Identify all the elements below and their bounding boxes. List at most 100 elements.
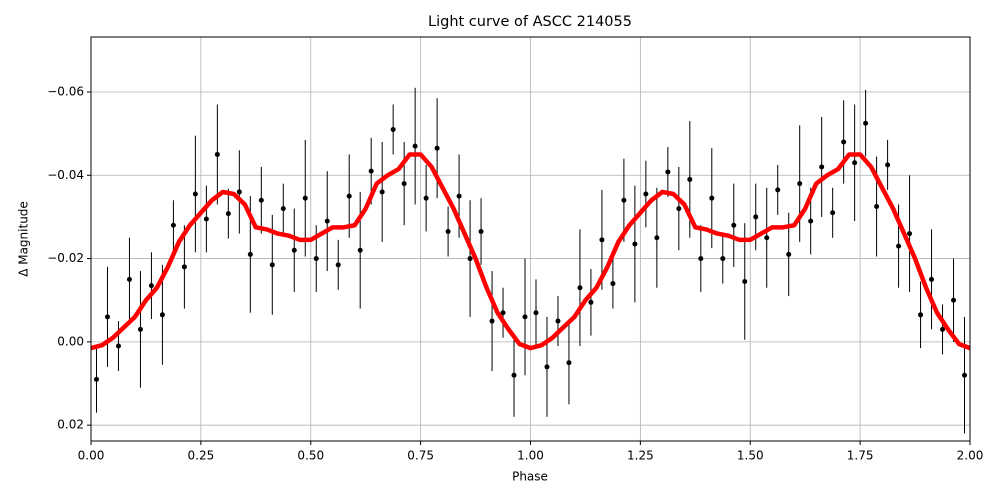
data-point — [885, 162, 891, 168]
data-point — [533, 310, 539, 316]
data-point — [632, 241, 638, 247]
data-point — [599, 237, 605, 243]
data-point — [830, 210, 836, 216]
data-point — [577, 285, 583, 291]
data-point — [412, 143, 418, 149]
data-point — [324, 218, 330, 224]
data-point — [258, 197, 264, 203]
data-point — [654, 235, 660, 241]
data-point — [676, 206, 682, 212]
data-point — [181, 264, 187, 270]
data-point — [93, 376, 99, 382]
data-point — [786, 251, 792, 257]
data-point — [148, 283, 154, 289]
data-point — [500, 310, 506, 316]
data-point — [467, 256, 473, 262]
data-point — [456, 193, 462, 199]
x-tick-label: 0.00 — [78, 449, 105, 463]
data-point — [929, 276, 935, 282]
data-point — [368, 168, 374, 174]
plot-area — [91, 87, 970, 434]
data-point — [731, 222, 737, 228]
data-point — [357, 247, 363, 253]
data-point — [269, 262, 275, 268]
data-point — [852, 160, 858, 166]
x-tick-label: 1.00 — [517, 449, 544, 463]
x-tick-label: 1.75 — [847, 449, 874, 463]
data-point — [280, 206, 286, 212]
data-point — [951, 297, 957, 303]
x-tick-label: 1.50 — [737, 449, 764, 463]
data-point — [643, 191, 649, 197]
data-point — [104, 314, 110, 320]
data-point — [170, 222, 176, 228]
data-point — [610, 281, 616, 287]
data-point — [291, 247, 297, 253]
data-point — [544, 364, 550, 370]
data-point — [489, 318, 495, 324]
data-point — [896, 243, 902, 249]
data-point — [126, 276, 132, 282]
data-point — [445, 229, 451, 235]
data-point — [203, 216, 209, 222]
x-tick-label: 0.25 — [188, 449, 215, 463]
x-tick-label: 2.00 — [957, 449, 984, 463]
data-point — [115, 343, 121, 349]
data-point — [346, 193, 352, 199]
data-point — [214, 151, 220, 157]
data-point — [192, 191, 198, 197]
y-tick-label: −0.02 — [47, 251, 84, 265]
y-tick-label: −0.06 — [47, 84, 84, 98]
data-point — [313, 256, 319, 262]
data-point — [665, 169, 671, 175]
data-point — [742, 278, 748, 284]
data-point — [797, 181, 803, 187]
data-point — [819, 164, 825, 170]
data-point — [511, 372, 517, 378]
data-point — [236, 189, 242, 195]
chart-title: Light curve of ASCC 214055 — [428, 14, 632, 30]
y-tick-label: 0.02 — [57, 418, 84, 432]
data-point — [159, 312, 165, 318]
data-point — [808, 218, 814, 224]
x-tick-label: 0.75 — [407, 449, 434, 463]
axes: 0.00 0.25 0.50 0.75 1.00 1.25 1.50 1.75 2.00 −0.0… — [47, 84, 983, 462]
data-point — [907, 231, 913, 237]
x-tick-label: 0.50 — [297, 449, 324, 463]
model-line — [91, 152, 970, 351]
data-point — [390, 126, 396, 132]
data-point — [247, 251, 253, 257]
data-point — [225, 211, 231, 217]
y-axis-label: Δ Magnitude — [17, 201, 31, 277]
data-point — [775, 187, 781, 193]
data-point — [335, 262, 341, 268]
data-point — [698, 256, 704, 262]
data-point — [302, 195, 308, 201]
x-tick-label: 1.25 — [627, 449, 654, 463]
data-point — [918, 312, 924, 318]
data-point — [566, 360, 572, 366]
data-point — [841, 139, 847, 145]
data-point — [423, 195, 429, 201]
data-point — [764, 235, 770, 241]
y-tick-label: 0.00 — [57, 334, 84, 348]
y-tick-label: −0.04 — [47, 168, 84, 182]
data-point — [379, 189, 385, 195]
data-point — [434, 145, 440, 151]
data-point — [753, 214, 759, 220]
data-point — [588, 299, 594, 305]
data-point — [687, 176, 693, 182]
x-axis-label: Phase — [512, 470, 548, 484]
data-point — [940, 326, 946, 332]
data-point — [621, 197, 627, 203]
data-point — [137, 326, 143, 332]
data-point — [522, 314, 528, 320]
data-point — [874, 204, 880, 210]
data-point — [478, 229, 484, 235]
data-point — [962, 372, 968, 378]
data-point — [863, 120, 869, 126]
data-point — [401, 181, 407, 187]
data-point — [720, 256, 726, 262]
